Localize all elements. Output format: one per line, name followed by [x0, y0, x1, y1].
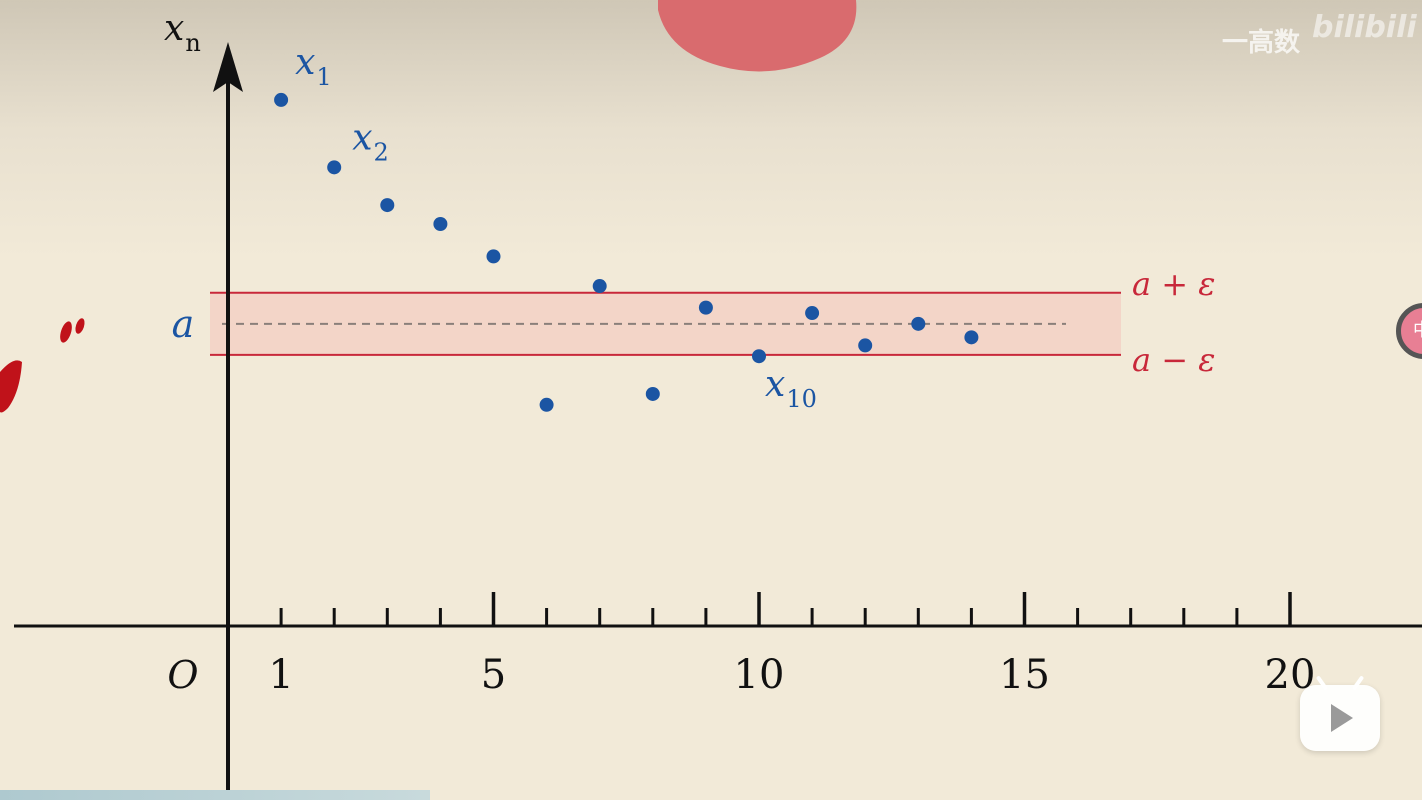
data-point	[592, 279, 607, 294]
point-label: x10	[765, 364, 817, 413]
bilibili-logo-icon: bilibili	[1312, 10, 1417, 45]
data-point	[911, 316, 926, 331]
lower-bound-label: a − ε	[1132, 341, 1215, 379]
red-quote-mark	[75, 318, 85, 334]
red-brush-mark	[0, 360, 22, 413]
play-icon	[1331, 704, 1353, 732]
data-point	[752, 349, 766, 364]
point-label: x2	[352, 117, 389, 166]
data-point	[964, 330, 979, 345]
x-tick-label: 15	[999, 652, 1050, 698]
data-point	[274, 92, 289, 107]
x-tick-label: 5	[481, 652, 506, 698]
data-point	[327, 160, 342, 175]
data-point	[645, 386, 660, 401]
data-point	[539, 397, 554, 412]
y-axis-label: xn	[164, 8, 201, 57]
data-point	[698, 300, 713, 315]
watermark-text: 一高数	[1221, 28, 1300, 58]
x-tick-label: 1	[268, 652, 293, 698]
data-point	[858, 338, 873, 353]
data-point	[433, 216, 448, 231]
bottom-progress-strip	[0, 790, 430, 800]
data-point	[486, 249, 501, 264]
x-tick-label: 10	[734, 652, 785, 698]
origin-label: O	[167, 653, 198, 697]
limit-a-label: a	[172, 302, 195, 346]
point-label: x1	[295, 42, 332, 91]
play-button[interactable]	[1300, 675, 1380, 751]
data-point	[805, 306, 820, 321]
upper-bound-label: a + ε	[1132, 265, 1215, 303]
y-axis-arrowhead	[213, 42, 243, 92]
pink-blob-shape	[658, 0, 857, 72]
data-point	[380, 198, 395, 213]
red-quote-mark	[60, 321, 72, 343]
